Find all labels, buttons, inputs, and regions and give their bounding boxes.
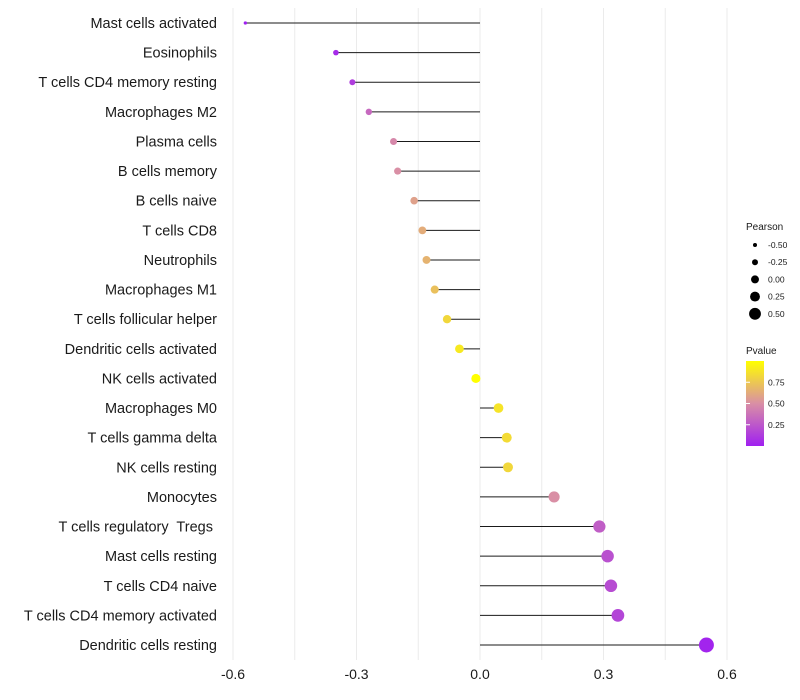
category-label: T cells follicular helper (74, 312, 217, 328)
size-legend-label: -0.50 (768, 240, 788, 250)
lollipop-point (604, 579, 618, 593)
x-tick-label: 0.0 (470, 666, 490, 682)
category-label: NK cells activated (102, 371, 217, 387)
lollipop-point (601, 549, 614, 563)
size-legend-dot (752, 242, 758, 248)
x-axis-ticks: -0.6 -0.3 0.0 0.3 0.6 (221, 666, 737, 682)
category-label: Macrophages M0 (105, 401, 217, 417)
lollipop-point (243, 21, 248, 25)
x-tick-label: 0.6 (717, 666, 737, 682)
lollipop-point (430, 285, 439, 294)
lollipop-point (471, 373, 481, 384)
category-label: Monocytes (147, 490, 217, 506)
lollipop-point (455, 344, 464, 354)
lollipop-point (394, 167, 402, 175)
lollipop-point (493, 403, 504, 413)
category-label: B cells naive (136, 194, 217, 210)
category-label: Mast cells resting (105, 549, 217, 565)
category-label: T cells gamma delta (88, 431, 218, 447)
category-label: Dendritic cells activated (65, 342, 217, 358)
size-legend-label: 0.25 (768, 292, 785, 302)
lollipop-point (333, 49, 339, 56)
lollipop-point (698, 637, 714, 653)
lollipop-point (422, 256, 431, 264)
lollipop-point (390, 137, 398, 146)
lollipop-point (365, 108, 373, 116)
x-tick-label: -0.3 (344, 666, 368, 682)
category-label: T cells CD4 naive (104, 579, 217, 595)
size-legend-title: Pearson (746, 222, 783, 233)
lollipop-point (611, 609, 625, 622)
color-legend-label: 0.25 (768, 420, 785, 430)
category-label: Dendritic cells resting (79, 638, 217, 654)
color-legend-ticks: 0.75 0.50 0.25 (746, 377, 785, 430)
category-label: Macrophages M2 (105, 105, 217, 121)
lollipop-point (548, 491, 560, 503)
x-tick-label: -0.6 (221, 666, 245, 682)
size-legend-label: 0.50 (768, 309, 785, 319)
category-label: T cells CD4 memory resting (38, 75, 217, 91)
category-label: T cells CD8 (142, 223, 217, 239)
size-legend-dot (752, 259, 758, 266)
category-label: B cells memory (118, 164, 218, 180)
category-label: T cells CD4 memory activated (24, 608, 217, 624)
size-legend-dot (749, 307, 761, 320)
lollipop-point (503, 462, 513, 473)
size-legend-label: 0.00 (768, 274, 785, 284)
stem-layer (245, 22, 707, 646)
category-label: T cells regulatory Tregs (59, 520, 218, 536)
color-legend-label: 0.75 (768, 377, 785, 387)
category-label: Mast cells activated (90, 16, 217, 32)
category-label: Plasma cells (136, 134, 217, 150)
lollipop-point (593, 520, 606, 533)
category-label: NK cells resting (116, 460, 217, 476)
lollipop-point (349, 79, 356, 86)
legend: Pearson -0.50 -0.25 0.00 0.25 0.50 Pvalue 0.… (746, 222, 788, 446)
size-legend-dot (751, 275, 759, 284)
size-legend-dot (750, 291, 760, 302)
lollipop-point (418, 226, 427, 235)
color-legend-label: 0.50 (768, 399, 785, 409)
category-label: Neutrophils (144, 253, 217, 269)
color-legend-title: Pvalue (746, 346, 777, 357)
category-label: Eosinophils (143, 46, 217, 62)
color-legend-bar (746, 361, 764, 446)
size-legend-label: -0.25 (768, 257, 788, 267)
grid-layer (232, 8, 728, 660)
x-tick-label: 0.3 (594, 666, 614, 682)
size-legend-items: -0.50 -0.25 0.00 0.25 0.50 (749, 240, 788, 320)
category-label: Macrophages M1 (105, 283, 217, 299)
point-layer (243, 21, 714, 653)
lollipop-point (442, 314, 452, 324)
category-labels: Mast cells activated Eosinophils T cells C… (24, 16, 218, 654)
lollipop-point (410, 196, 418, 205)
lollipop-point (501, 432, 512, 443)
